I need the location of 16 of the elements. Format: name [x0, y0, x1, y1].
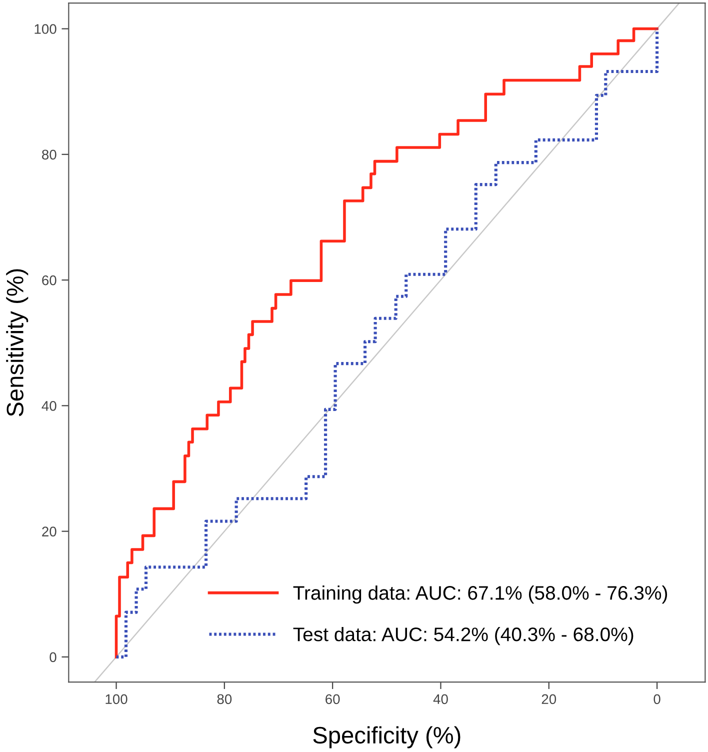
y-tick-label: 40 [42, 401, 56, 411]
x-tick-label: 80 [217, 694, 232, 704]
legend-label: Training data: AUC: 67.1% (58.0% - 76.3%) [293, 586, 668, 604]
x-tick-label: 100 [106, 694, 128, 704]
y-axis-title: Sensitivity (%) [6, 269, 28, 416]
x-tick-label: 0 [654, 694, 660, 704]
y-tick-label: 60 [42, 275, 56, 286]
y-tick-label: 20 [42, 526, 56, 536]
legend-label: Test data: AUC: 54.2% (40.3% - 68.0%) [293, 626, 634, 646]
y-tick-label: 100 [34, 24, 56, 34]
x-tick-label: 40 [433, 694, 448, 704]
x-tick-label: 20 [542, 694, 556, 704]
x-tick-label: 60 [326, 694, 340, 704]
x-axis-title: Specificity (%) [313, 726, 460, 748]
y-tick-label: 80 [42, 150, 56, 160]
y-tick-label: 0 [50, 652, 56, 662]
